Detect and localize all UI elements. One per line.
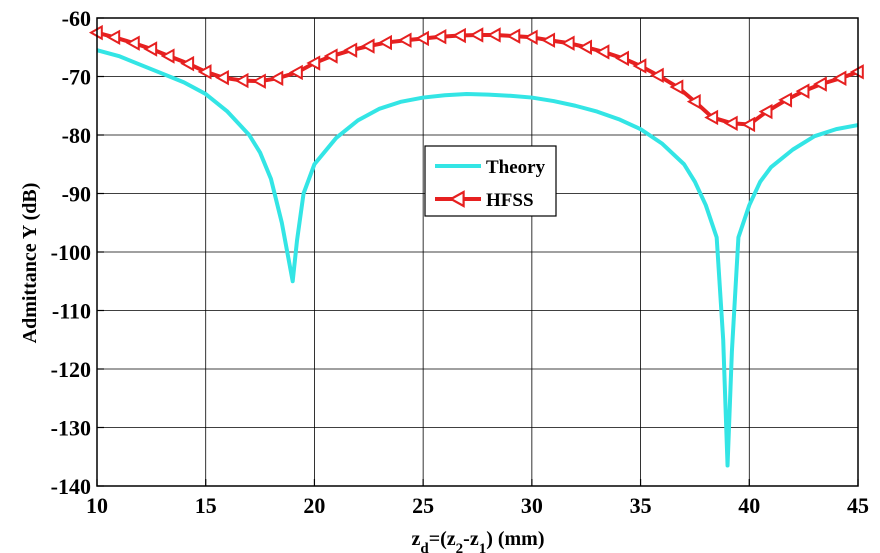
hfss-data-point (704, 109, 719, 126)
hfss-data-point (306, 55, 321, 71)
hfss-data-point (125, 35, 140, 51)
hfss-data-point (486, 27, 501, 43)
x-tick-label: 40 (738, 493, 760, 518)
series-layer (88, 24, 864, 468)
y-tick-label: -90 (62, 182, 91, 207)
y-tick-label: -80 (62, 123, 91, 148)
x-tick-label: 10 (86, 493, 108, 518)
y-tick-label: -60 (62, 6, 91, 31)
x-tick-label: 45 (847, 493, 869, 518)
tick-marks (96, 17, 859, 487)
hfss-data-point (197, 64, 212, 80)
hfss-data-point (143, 41, 158, 57)
y-tick-label: -120 (51, 357, 91, 382)
x-tick-label: 20 (303, 493, 325, 518)
x-tick-label: 15 (195, 493, 217, 518)
hfss-data-point (758, 103, 773, 120)
hfss-data-point (686, 93, 701, 110)
hfss-data-point (723, 115, 738, 131)
hfss-data-point (578, 39, 593, 55)
hfss-data-point (615, 50, 629, 67)
hfss-data-point (741, 116, 756, 133)
hfss-data-point (649, 67, 664, 84)
hfss-data-point (288, 64, 303, 81)
legend: Theory HFSS (424, 145, 557, 217)
hfss-data-point (160, 48, 175, 64)
hfss-data-point (541, 32, 556, 48)
hfss-data-point (360, 38, 375, 54)
y-tick-label: -100 (51, 240, 91, 265)
hfss-data-point (106, 29, 121, 46)
x-tick-label: 25 (412, 493, 434, 518)
legend-triangle-marker (448, 190, 465, 208)
y-tick-label: -110 (52, 299, 91, 324)
y-tick-label: -130 (51, 416, 91, 441)
hfss-data-point (215, 69, 229, 86)
hfss-data-point (669, 79, 684, 95)
hfss-data-point (397, 32, 412, 48)
hfss-data-point (343, 42, 358, 58)
hfss-data-point (252, 73, 266, 89)
grid-lines (96, 17, 859, 487)
hfss-data-point (269, 70, 284, 86)
hfss-data-point (323, 48, 338, 64)
series-line-theory (96, 48, 859, 468)
x-tick-label: 35 (630, 493, 652, 518)
legend-label-theory: Theory (486, 157, 546, 178)
hfss-data-point (506, 28, 521, 44)
hfss-data-point (378, 34, 392, 51)
hfss-data-point (415, 30, 429, 47)
hfss-data-point (595, 44, 610, 60)
x-axis-label: zd=(z2-z1) (mm) (411, 528, 544, 553)
hfss-data-point (432, 29, 447, 45)
y-tick-label: -70 (62, 65, 91, 90)
y-axis-label: Admittance Y (dB) (19, 183, 41, 344)
hfss-data-point (180, 55, 195, 72)
hfss-data-point (523, 29, 538, 46)
hfss-data-point (560, 35, 575, 51)
hfss-data-point (812, 76, 827, 92)
hfss-data-point (832, 70, 847, 86)
hfss-data-point (632, 58, 647, 74)
hfss-data-point (469, 27, 484, 43)
hfss-data-point (795, 83, 810, 99)
legend-label-hfss: HFSS (486, 190, 534, 211)
x-tick-label: 30 (521, 493, 543, 518)
y-tick-label: -140 (51, 474, 91, 499)
y-tick-labels: -60 -70 -80 -90 -100 -110 -120 -130 -140 (51, 6, 91, 499)
hfss-data-point (234, 72, 249, 89)
legend-marker-hfss (448, 190, 465, 208)
legend-box (424, 145, 557, 217)
hfss-data-point (452, 27, 466, 44)
hfss-data-point (778, 92, 793, 108)
x-tick-labels: 10 15 20 25 30 35 40 45 (86, 493, 869, 518)
